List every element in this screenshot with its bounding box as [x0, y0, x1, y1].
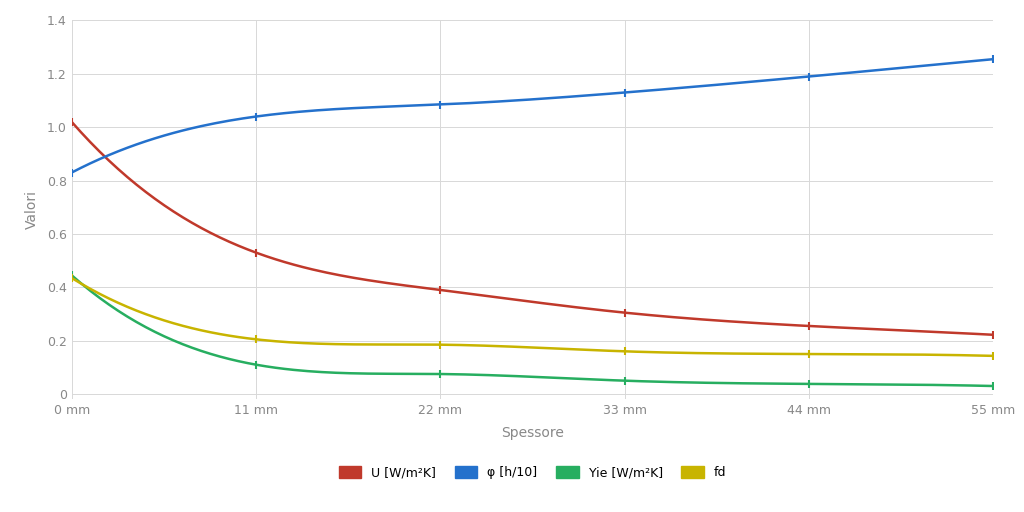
- fd: [121, 304, 133, 310]
- X-axis label: Spessore: Spessore: [501, 425, 564, 440]
- φ [h/10]: [102, 152, 115, 158]
- fd: [66, 275, 78, 281]
- Legend: U [W/m²K], φ [h/10], Yie [W/m²K], fd: U [W/m²K], φ [h/10], Yie [W/m²K], fd: [339, 466, 726, 479]
- fd: [987, 353, 999, 359]
- U [W/m²K]: [987, 332, 999, 338]
- fd: [102, 295, 115, 302]
- φ [h/10]: [941, 60, 953, 67]
- fd: [311, 340, 324, 347]
- φ [h/10]: [311, 108, 324, 114]
- Yie [W/m²K]: [121, 313, 133, 319]
- fd: [237, 335, 249, 341]
- Y-axis label: Valori: Valori: [25, 190, 39, 229]
- Line: U [W/m²K]: U [W/m²K]: [72, 122, 993, 335]
- U [W/m²K]: [121, 174, 133, 180]
- Yie [W/m²K]: [102, 302, 115, 308]
- Yie [W/m²K]: [908, 381, 921, 388]
- φ [h/10]: [66, 169, 78, 176]
- φ [h/10]: [237, 115, 249, 121]
- Line: φ [h/10]: φ [h/10]: [72, 59, 993, 173]
- fd: [941, 352, 953, 358]
- φ [h/10]: [121, 145, 133, 151]
- U [W/m²K]: [102, 157, 115, 163]
- φ [h/10]: [987, 56, 999, 62]
- Yie [W/m²K]: [237, 359, 249, 365]
- Yie [W/m²K]: [66, 272, 78, 279]
- φ [h/10]: [908, 63, 921, 70]
- U [W/m²K]: [66, 119, 78, 125]
- fd: [908, 351, 921, 357]
- Line: Yie [W/m²K]: Yie [W/m²K]: [72, 275, 993, 386]
- U [W/m²K]: [237, 245, 249, 251]
- U [W/m²K]: [941, 329, 953, 335]
- U [W/m²K]: [908, 328, 921, 334]
- Yie [W/m²K]: [311, 369, 324, 375]
- Line: fd: fd: [72, 278, 993, 356]
- Yie [W/m²K]: [987, 383, 999, 389]
- U [W/m²K]: [311, 267, 324, 273]
- Yie [W/m²K]: [941, 382, 953, 388]
